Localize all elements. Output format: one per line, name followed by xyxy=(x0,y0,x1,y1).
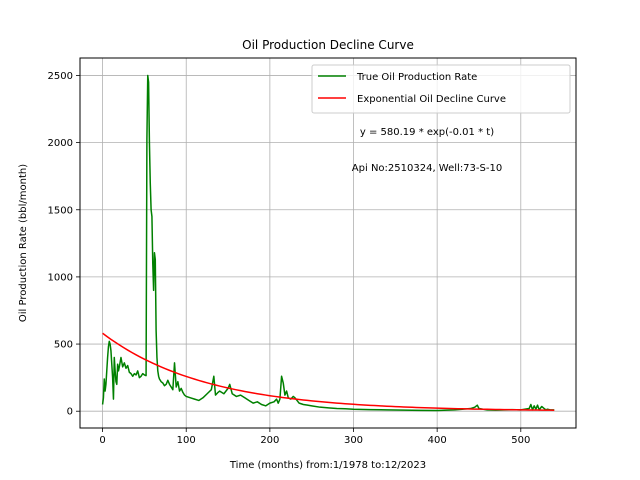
y-axis-label: Oil Production Rate (bbl/month) xyxy=(18,164,29,322)
series-line-true-oil-production-rate xyxy=(101,74,555,412)
x-tick-label: 0 xyxy=(99,435,105,446)
plot-frame xyxy=(79,57,577,429)
x-tick-label: 500 xyxy=(511,435,530,446)
grid-lines xyxy=(80,58,576,428)
legend: True Oil Production Rate Exponential Oil… xyxy=(311,64,571,114)
legend-label-true-oil-production-rate: True Oil Production Rate xyxy=(356,72,477,83)
chart-title: Oil Production Decline Curve xyxy=(242,38,414,52)
x-tick-label: 100 xyxy=(177,435,196,446)
y-tick-label: 500 xyxy=(54,340,73,351)
legend-box xyxy=(311,64,571,114)
x-tick-label: 200 xyxy=(260,435,279,446)
legend-label-exponential-oil-decline-curve: Exponential Oil Decline Curve xyxy=(357,94,506,105)
series-layer xyxy=(101,74,555,412)
axis-ticks: 0 100 200 300 400 500 0 500 1000 1500 2000 2500 xyxy=(48,71,531,446)
x-tick-label: 400 xyxy=(428,435,447,446)
y-tick-label: 2000 xyxy=(48,138,73,149)
well-info-annotation: Api No:2510324, Well:73-S-10 xyxy=(352,163,502,174)
series-line-exponential-oil-decline-curve xyxy=(102,332,555,411)
y-tick-label: 2500 xyxy=(48,71,73,82)
y-tick-label: 1000 xyxy=(48,272,73,283)
x-axis-label: Time (months) from:1/1978 to:12/2023 xyxy=(229,460,426,471)
y-tick-label: 0 xyxy=(67,407,73,418)
x-tick-label: 300 xyxy=(344,435,363,446)
equation-annotation: y = 580.19 * exp(-0.01 * t) xyxy=(360,127,494,138)
y-tick-label: 1500 xyxy=(48,205,73,216)
